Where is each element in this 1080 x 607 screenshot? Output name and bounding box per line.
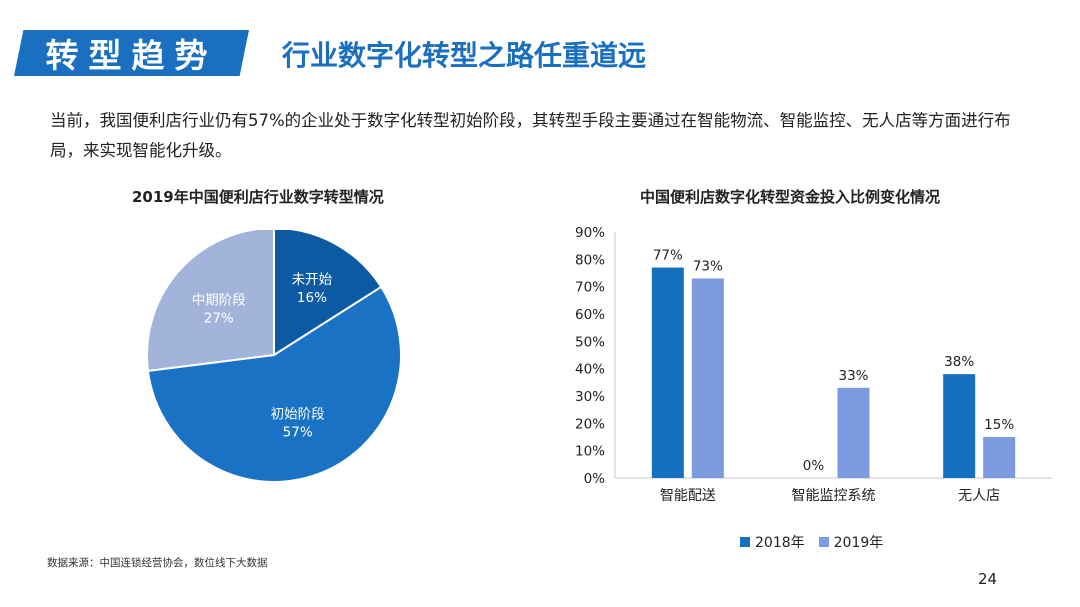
legend-label-2018: 2018年 xyxy=(755,535,805,551)
bar-label-0-2: 38% xyxy=(944,354,974,370)
bar-label-0-0: 77% xyxy=(653,248,683,264)
x-category-label-1: 智能监控系统 xyxy=(792,488,876,504)
pie-slice-label-1: 初始阶段 xyxy=(271,406,325,423)
pie-chart: 未开始 16% 初始阶段 57% 中期阶段 27% xyxy=(146,230,402,483)
bar-legend: 2018年 2019年 xyxy=(740,532,897,552)
bar-0-2 xyxy=(943,374,976,478)
pie-slice-label-0: 未开始 xyxy=(292,272,333,288)
bar-label-1-0: 73% xyxy=(693,258,723,274)
pie-slice-value-0: 16% xyxy=(297,290,327,306)
pie-slice-value-1: 57% xyxy=(283,425,313,441)
y-tick-label-3: 30% xyxy=(575,389,605,405)
pie-chart-title: 2019年中国便利店行业数字转型情况 xyxy=(132,188,384,206)
y-tick-label-2: 20% xyxy=(575,416,605,432)
bar-chart: 0% 10% 20% 30% 40% 50% 60% 70% 80% 90% 77% 73% 智能配送 0… xyxy=(575,225,1052,504)
legend-swatch-2018 xyxy=(740,537,750,547)
bar-label-0-1: 0% xyxy=(803,458,825,474)
x-category-label-0: 智能配送 xyxy=(660,488,716,504)
bar-chart-title: 中国便利店数字化转型资金投入比例变化情况 xyxy=(640,188,941,206)
pie-slice-value-2: 27% xyxy=(204,310,234,326)
legend-swatch-2019 xyxy=(818,537,829,547)
intro-paragraph: 当前，我国便利店行业仍有57%的企业处于数字化转型初始阶段，其转型手段主要通过在… xyxy=(50,111,1011,160)
pie-slice-1 xyxy=(146,285,402,483)
bar-label-1-2: 15% xyxy=(984,417,1014,433)
pie-slice-0 xyxy=(273,230,383,357)
y-tick-label-1: 10% xyxy=(575,444,605,460)
bar-1-1 xyxy=(837,387,870,478)
data-source: 数据来源：中国连锁经营协会，数位线下大数据 xyxy=(47,557,268,569)
legend-item-2019: 2019年 xyxy=(818,532,884,552)
legend-label-2019: 2019年 xyxy=(833,535,884,551)
y-tick-label-5: 50% xyxy=(575,334,605,350)
x-category-label-2: 无人店 xyxy=(958,488,1000,504)
y-tick-label-0: 0% xyxy=(584,471,606,487)
legend-item-2018: 2018年 xyxy=(740,532,805,552)
y-tick-label-6: 60% xyxy=(575,307,605,323)
page-headline: 行业数字化转型之路任重道远 xyxy=(282,39,647,72)
bar-0-0 xyxy=(651,267,684,478)
bar-label-1-1: 33% xyxy=(838,368,868,384)
pie-slice-2 xyxy=(146,230,275,373)
y-tick-label-9: 90% xyxy=(575,225,605,241)
y-tick-label-4: 40% xyxy=(575,362,605,378)
section-badge: 转型趋势 xyxy=(14,30,249,76)
page-number: 24 xyxy=(978,570,998,588)
y-tick-label-8: 80% xyxy=(575,252,605,268)
pie-slice-label-2: 中期阶段 xyxy=(192,292,246,308)
y-tick-label-7: 70% xyxy=(575,280,605,296)
bar-1-0 xyxy=(691,278,724,478)
bar-1-2 xyxy=(983,437,1016,478)
